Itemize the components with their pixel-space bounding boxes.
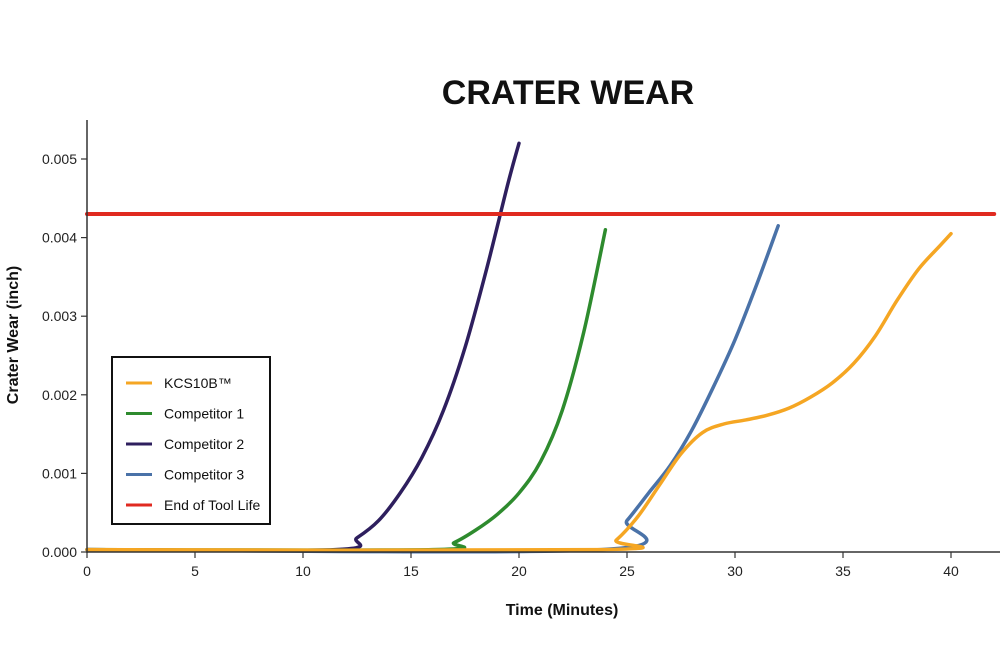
legend-label-competitor-1: Competitor 1 <box>164 406 244 422</box>
x-axis-label: Time (Minutes) <box>506 602 619 619</box>
x-tick-label: 0 <box>83 563 91 579</box>
y-axis-label: Crater Wear (inch) <box>5 266 22 404</box>
legend-label-competitor-3: Competitor 3 <box>164 467 244 483</box>
y-tick-label: 0.003 <box>42 308 77 324</box>
x-tick-label: 35 <box>835 563 851 579</box>
legend-label-end-of-tool-life: End of Tool Life <box>164 497 260 513</box>
legend-label-kcs10b: KCS10B™ <box>164 375 232 391</box>
x-tick-label: 30 <box>727 563 743 579</box>
series-line-kcs10b <box>85 231 953 553</box>
y-tick-label: 0.004 <box>42 230 77 246</box>
legend-box <box>111 356 271 525</box>
chart-title: CRATER WEAR <box>442 74 694 112</box>
x-tick-label: 10 <box>295 563 311 579</box>
legend-label-competitor-2: Competitor 2 <box>164 436 244 452</box>
x-tick-label: 25 <box>619 563 635 579</box>
legend: KCS10B™ Competitor 1 Competitor 2 Competito… <box>111 356 271 525</box>
y-tick-label: 0.001 <box>42 465 77 481</box>
y-tick-label: 0.002 <box>42 387 77 403</box>
axes-layer: 0 5 10 15 20 25 30 35 40 0.000 0.001 0.002 0.003 0.00… <box>42 120 1000 579</box>
x-tick-label: 5 <box>191 563 199 579</box>
x-tick-label: 40 <box>943 563 959 579</box>
y-tick-label: 0.005 <box>42 151 77 167</box>
x-tick-label: 15 <box>403 563 419 579</box>
y-tick-label: 0.000 <box>42 544 77 560</box>
x-tick-label: 20 <box>511 563 527 579</box>
